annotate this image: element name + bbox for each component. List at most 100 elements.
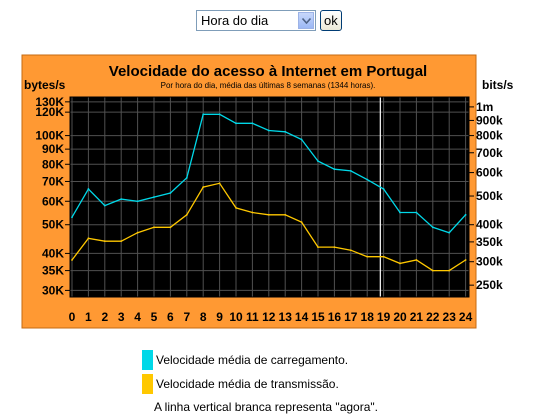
series-point-transmit — [284, 213, 287, 216]
series-point-transmit — [267, 213, 270, 216]
y-left-tick-label: 70K — [42, 174, 64, 188]
y-right-tick-label: 1m — [476, 100, 493, 114]
x-tick-label: 5 — [151, 310, 158, 324]
x-tick-label: 11 — [246, 310, 259, 324]
y-left-tick-label: 50K — [42, 218, 64, 232]
y-right-tick-label: 400k — [476, 218, 503, 232]
x-tick-label: 12 — [262, 310, 276, 324]
x-tick-label: 21 — [410, 310, 424, 324]
x-tick-label: 2 — [101, 310, 108, 324]
x-tick-label: 16 — [328, 310, 342, 324]
x-tick-label: 1 — [85, 310, 92, 324]
x-tick-label: 15 — [311, 310, 325, 324]
series-point-transmit — [431, 269, 434, 272]
x-tick-label: 14 — [295, 310, 309, 324]
x-tick-label: 18 — [361, 310, 375, 324]
x-tick-label: 0 — [69, 310, 76, 324]
now-line-note: A linha vertical branca representa "agor… — [154, 400, 378, 414]
x-tick-label: 17 — [344, 310, 358, 324]
y-left-tick-label: 120K — [35, 105, 64, 119]
series-point-transmit — [136, 231, 139, 234]
plot-area — [70, 97, 469, 297]
series-point-transmit — [464, 259, 467, 261]
x-tick-label: 3 — [118, 310, 125, 324]
period-select-value: Hora do dia — [201, 13, 269, 28]
x-tick-label: 4 — [134, 310, 141, 324]
x-tick-label: 20 — [393, 310, 407, 324]
y-left-tick-label: 35K — [42, 264, 64, 278]
series-point-transmit — [317, 246, 319, 249]
legend-swatch-transmit — [142, 374, 153, 394]
series-point-upload — [382, 188, 385, 190]
ok-button[interactable]: ok — [320, 10, 342, 31]
series-point-upload — [431, 226, 434, 229]
series-point-upload — [251, 122, 254, 125]
series-point-upload — [235, 122, 237, 125]
series-point-upload — [202, 113, 205, 116]
series-point-upload — [103, 204, 106, 207]
speed-chart: Velocidade do acesso à Internet em Portu… — [21, 54, 514, 329]
series-point-transmit — [300, 221, 303, 224]
series-point-upload — [87, 188, 90, 190]
x-tick-label: 9 — [216, 310, 223, 324]
y-right-tick-label: 250k — [476, 278, 503, 292]
series-point-upload — [317, 160, 319, 163]
x-tick-label: 8 — [200, 310, 207, 324]
series-point-transmit — [349, 249, 352, 252]
series-point-transmit — [366, 255, 369, 258]
series-point-transmit — [169, 226, 172, 229]
x-tick-label: 10 — [229, 310, 243, 324]
series-point-upload — [464, 213, 467, 216]
series-point-transmit — [382, 255, 385, 258]
y-left-axis-label: bytes/s — [24, 78, 66, 92]
y-right-tick-label: 300k — [476, 255, 503, 269]
y-left-tick-label: 100K — [35, 129, 64, 143]
legend-label-transmit: Velocidade média de transmissão. — [156, 377, 339, 391]
series-point-transmit — [415, 259, 418, 261]
axis-labels: 0 1 2 3 4 5 6 7 8 9 10 11 12 13 14 15 16 17 18 19 20 21 22 23 24… — [35, 95, 503, 324]
period-select[interactable]: Hora do dia — [196, 10, 316, 31]
series-point-transmit — [185, 213, 188, 216]
y-right-tick-label: 350k — [476, 235, 503, 249]
series-point-upload — [399, 211, 401, 214]
grid-lines — [70, 97, 469, 297]
series-point-transmit — [87, 237, 90, 240]
series-point-transmit — [333, 246, 336, 249]
series-point-upload — [267, 129, 270, 132]
x-tick-label: 23 — [443, 310, 457, 324]
series-layer — [71, 97, 467, 297]
series-point-transmit — [202, 186, 205, 188]
series-point-upload — [366, 178, 369, 181]
x-tick-label: 6 — [167, 310, 174, 324]
series-point-transmit — [251, 211, 254, 214]
chevron-down-icon[interactable] — [298, 12, 314, 29]
series-point-upload — [136, 200, 139, 203]
y-right-tick-label: 600k — [476, 166, 503, 180]
series-point-upload — [120, 198, 123, 201]
y-left-tick-label: 60K — [42, 194, 64, 208]
series-point-upload — [71, 216, 73, 219]
series-point-upload — [284, 130, 287, 133]
series-point-upload — [333, 168, 336, 171]
series-point-transmit — [218, 182, 221, 185]
y-left-tick-label: 80K — [42, 157, 64, 171]
series-point-upload — [415, 211, 418, 214]
series-point-upload — [218, 113, 221, 116]
series-point-transmit — [71, 259, 73, 261]
y-left-tick-label: 40K — [42, 246, 64, 260]
x-tick-label: 7 — [183, 310, 190, 324]
y-right-tick-label: 500k — [476, 189, 503, 203]
series-point-transmit — [448, 269, 451, 272]
series-point-transmit — [153, 226, 155, 229]
series-point-transmit — [103, 240, 106, 243]
series-point-upload — [349, 169, 352, 172]
series-point-transmit — [120, 240, 123, 243]
x-tick-label: 24 — [459, 310, 473, 324]
plot-border — [69, 96, 470, 298]
y-right-tick-label: 800k — [476, 129, 503, 143]
y-left-tick-label: 130K — [35, 95, 64, 109]
chart-title: Velocidade do acesso à Internet em Portu… — [109, 63, 427, 80]
x-tick-label: 22 — [426, 310, 440, 324]
y-left-tick-label: 90K — [42, 142, 64, 156]
series-point-upload — [300, 138, 303, 141]
